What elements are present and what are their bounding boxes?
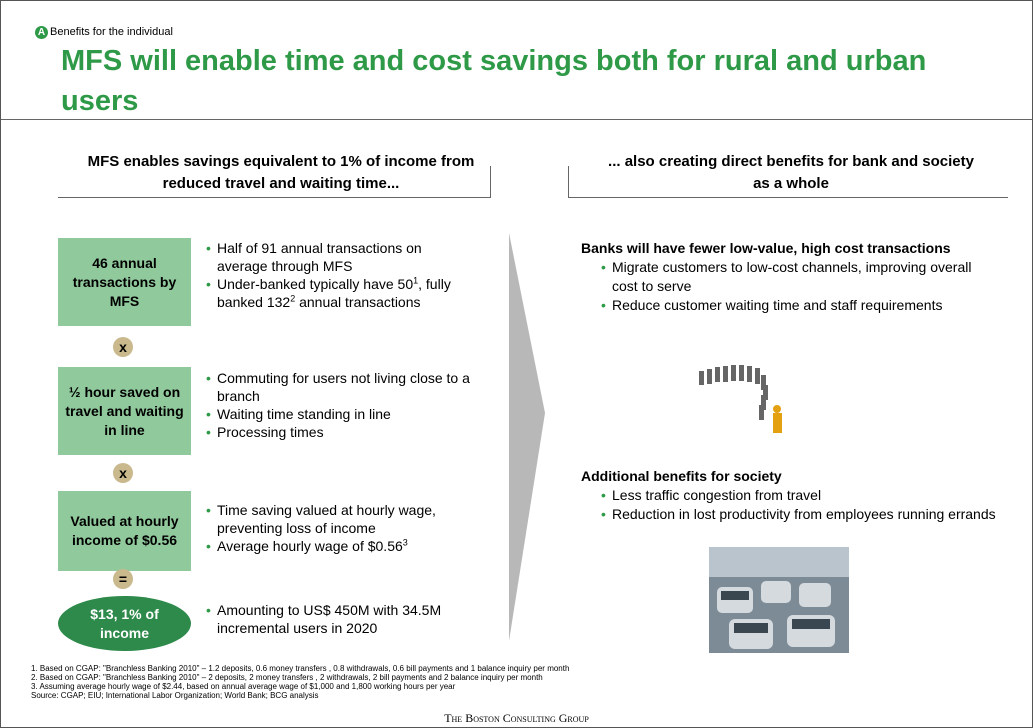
- bullet: Processing times: [206, 423, 476, 441]
- bullet-list: Commuting for users not living close to …: [206, 369, 476, 441]
- footnote: 1. Based on CGAP: "Branchless Banking 20…: [31, 664, 569, 673]
- benefit-section: Banks will have fewer low-value, high co…: [581, 239, 1001, 315]
- section-title: Additional benefits for society: [581, 467, 1001, 486]
- step-box: ½ hour saved on travel and waiting in li…: [58, 367, 191, 455]
- divider: [568, 166, 569, 198]
- bullet: Average hourly wage of $0.563: [206, 537, 476, 555]
- bullet: Commuting for users not living close to …: [206, 369, 476, 405]
- logo: The Boston Consulting Group: [1, 711, 1032, 726]
- bullet-list: Half of 91 annual transactions on averag…: [206, 239, 476, 311]
- slide-title: MFS will enable time and cost savings bo…: [61, 41, 941, 121]
- badge: A: [35, 26, 48, 39]
- section-title: Banks will have fewer low-value, high co…: [581, 239, 1001, 258]
- bullet-text: Half of 91 annual transactions on averag…: [217, 240, 422, 274]
- dominoes-image: [697, 343, 807, 443]
- bullet: Waiting time standing in line: [206, 405, 476, 423]
- bullet-text: Commuting for users not living close to …: [217, 370, 470, 404]
- slide: A Benefits for the individual MFS will e…: [0, 0, 1033, 728]
- bullet: Reduce customer waiting time and staff r…: [601, 296, 1001, 315]
- bullet: Reduction in lost productivity from empl…: [601, 505, 1001, 524]
- bullet: Amounting to US$ 450M with 34.5M increme…: [206, 601, 476, 637]
- operator: =: [113, 569, 133, 589]
- step-box: 46 annual transactions by MFS: [58, 238, 191, 326]
- bullet-text: Waiting time standing in line: [217, 406, 391, 422]
- section-tag: Benefits for the individual: [50, 26, 173, 38]
- bullet: Half of 91 annual transactions on averag…: [206, 239, 476, 275]
- step-box: Valued at hourly income of $0.56: [58, 491, 191, 571]
- bullet-list: Amounting to US$ 450M with 34.5M increme…: [206, 601, 476, 637]
- benefit-section: Additional benefits for societyLess traf…: [581, 467, 1001, 524]
- bullet: Migrate customers to low-cost channels, …: [601, 258, 1001, 296]
- divider: [490, 166, 491, 198]
- bullet-text: Amounting to US$ 450M with 34.5M increme…: [217, 602, 441, 636]
- bullet-text: Average hourly wage of $0.56: [217, 538, 403, 554]
- operator: x: [113, 337, 133, 357]
- divider: [568, 197, 1008, 198]
- bullet-list: Time saving valued at hourly wage, preve…: [206, 501, 476, 555]
- superscript: 3: [403, 537, 408, 547]
- footnote: 3. Assuming average hourly wage of $2.44…: [31, 682, 569, 691]
- bullet-text: Time saving valued at hourly wage, preve…: [217, 502, 436, 536]
- footnotes: 1. Based on CGAP: "Branchless Banking 20…: [31, 664, 569, 700]
- bullet-text: Under-banked typically have 50: [217, 276, 413, 292]
- chevron: [509, 233, 549, 643]
- divider: [58, 197, 490, 198]
- left-heading: MFS enables savings equivalent to 1% of …: [76, 151, 486, 195]
- bullet: Time saving valued at hourly wage, preve…: [206, 501, 476, 537]
- divider: [1, 119, 1032, 120]
- traffic-image: [709, 547, 849, 653]
- right-heading: ... also creating direct benefits for ba…: [601, 151, 981, 195]
- bullet: Less traffic congestion from travel: [601, 486, 1001, 505]
- footnote: 2. Based on CGAP: "Branchless Banking 20…: [31, 673, 569, 682]
- bullet: Under-banked typically have 501, fully b…: [206, 275, 476, 311]
- step-box: $13, 1% of income: [58, 596, 191, 651]
- operator: x: [113, 463, 133, 483]
- bullet-text: annual transactions: [295, 294, 420, 310]
- bullet-text: Processing times: [217, 424, 324, 440]
- source: Source: CGAP; EIU; International Labor O…: [31, 691, 569, 700]
